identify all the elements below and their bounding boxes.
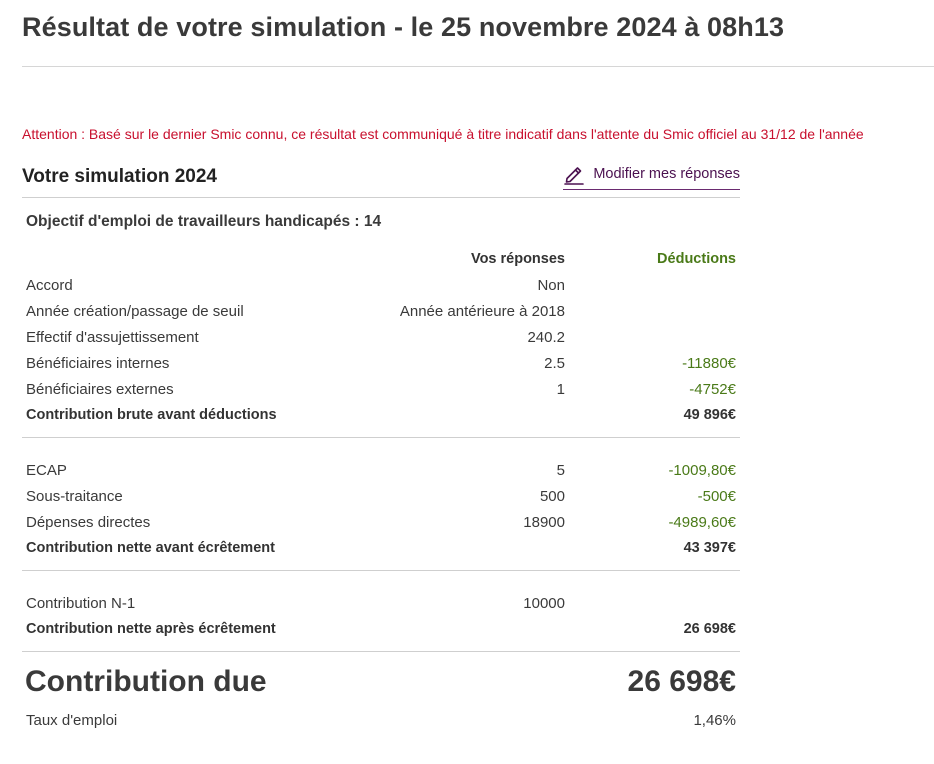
title-divider xyxy=(22,66,934,67)
row-label: Sous-traitance xyxy=(26,488,123,505)
row-deduction: -4752€ xyxy=(689,381,736,398)
table-row: Bénéficiaires internes 2.5 -11880€ xyxy=(26,351,736,377)
employment-rate-value: 1,46% xyxy=(693,712,736,729)
smic-warning: Attention : Basé sur le dernier Smic con… xyxy=(22,126,864,142)
row-answer: 240.2 xyxy=(527,329,565,346)
row-answer: 2.5 xyxy=(544,355,565,372)
subtotal-label: Contribution nette après écrêtement xyxy=(26,621,276,637)
table-row: Effectif d'assujettissement 240.2 xyxy=(26,325,736,351)
row-label: Contribution N-1 xyxy=(26,595,136,612)
row-label: Bénéficiaires internes xyxy=(26,355,170,372)
row-answer: 10000 xyxy=(523,595,565,612)
table-row: ECAP 5 -1009,80€ xyxy=(26,458,736,484)
employment-rate-label: Taux d'emploi xyxy=(26,712,118,729)
subtotal-amount: 26 698€ xyxy=(683,621,736,637)
row-label: Bénéficiaires externes xyxy=(26,381,174,398)
contribution-due-label: Contribution due xyxy=(25,665,267,698)
simulation-title: Votre simulation 2024 xyxy=(22,166,217,187)
row-label: Année création/passage de seuil xyxy=(26,303,244,320)
subtotal-row-gross: Contribution brute avant déductions 49 8… xyxy=(26,403,736,429)
edit-answers-label: Modifier mes réponses xyxy=(593,166,740,182)
section-divider xyxy=(22,651,740,652)
contribution-due-value: 26 698€ xyxy=(627,665,736,698)
row-deduction: -500€ xyxy=(697,488,736,505)
row-answer: Non xyxy=(537,277,565,294)
pencil-icon xyxy=(563,163,585,185)
row-label: Effectif d'assujettissement xyxy=(26,329,199,346)
table-row: Année création/passage de seuil Année an… xyxy=(26,299,736,325)
header-deductions: Déductions xyxy=(657,251,736,267)
row-label: ECAP xyxy=(26,462,67,479)
subtotal-row-net-after: Contribution nette après écrêtement 26 6… xyxy=(26,617,736,643)
section-divider xyxy=(22,570,740,571)
row-deduction: -4989,60€ xyxy=(668,514,736,531)
subtotal-row-net-before: Contribution nette avant écrêtement 43 3… xyxy=(26,536,736,562)
subtotal-amount: 49 896€ xyxy=(683,407,736,423)
table-row: Sous-traitance 500 -500€ xyxy=(26,484,736,510)
row-answer: Année antérieure à 2018 xyxy=(399,303,565,320)
row-label: Accord xyxy=(26,277,73,294)
section-divider xyxy=(22,437,740,438)
row-answer: 18900 xyxy=(523,514,565,531)
table-row: Accord Non xyxy=(26,273,736,299)
table-row: Bénéficiaires externes 1 -4752€ xyxy=(26,377,736,403)
edit-answers-link[interactable]: Modifier mes réponses xyxy=(563,163,740,190)
table-row: Contribution N-1 10000 xyxy=(26,591,736,617)
row-answer: 5 xyxy=(556,462,565,479)
subtotal-label: Contribution brute avant déductions xyxy=(26,407,277,423)
table-row: Dépenses directes 18900 -4989,60€ xyxy=(26,510,736,536)
employment-objective: Objectif d'emploi de travailleurs handic… xyxy=(26,213,382,230)
row-answer: 1 xyxy=(556,381,565,398)
header-answers: Vos réponses xyxy=(470,251,565,267)
subtotal-label: Contribution nette avant écrêtement xyxy=(26,540,275,556)
page-title: Résultat de votre simulation - le 25 nov… xyxy=(22,12,785,42)
subtotal-amount: 43 397€ xyxy=(683,540,736,556)
row-deduction: -11880€ xyxy=(682,355,736,372)
row-answer: 500 xyxy=(539,488,565,505)
row-label: Dépenses directes xyxy=(26,514,151,531)
row-deduction: -1009,80€ xyxy=(668,462,736,479)
table-header-row: Vos réponses Déductions xyxy=(26,247,736,273)
simulation-header: Votre simulation 2024 Modifier mes répon… xyxy=(22,162,740,198)
